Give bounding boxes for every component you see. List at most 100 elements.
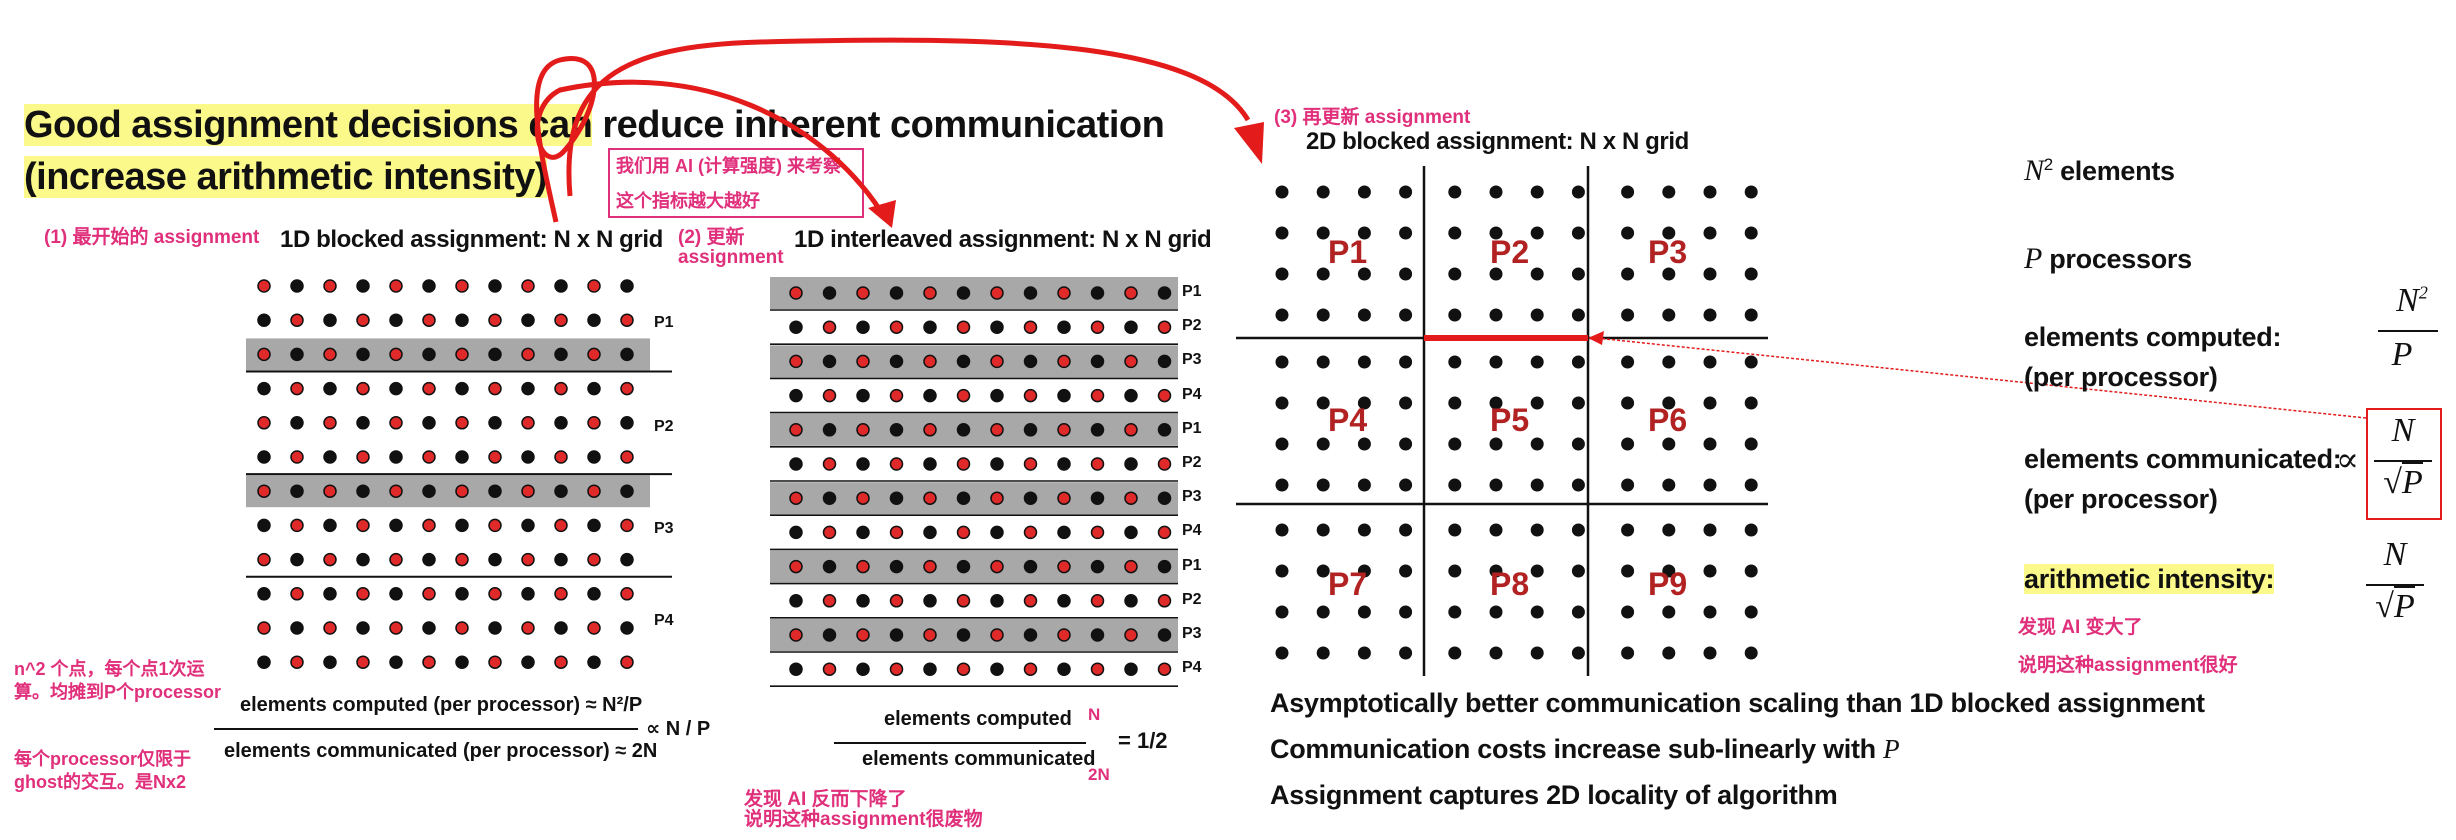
- grid-dot: [1489, 646, 1503, 660]
- grid-dot: [1662, 185, 1676, 199]
- grid-dot: [789, 423, 803, 437]
- grid-dot: [1530, 523, 1544, 537]
- grid-dot: [889, 457, 904, 471]
- grid-dot: [323, 279, 337, 293]
- grid-dot: [956, 354, 971, 369]
- grid-dot: [257, 381, 271, 396]
- grid-dot: [554, 552, 568, 567]
- grid-dot: [1399, 646, 1413, 660]
- grid-dot: [587, 587, 601, 601]
- grid-dot: [1530, 437, 1544, 451]
- grid-dot: [1399, 396, 1413, 410]
- grid-dot: [1744, 523, 1758, 537]
- grid-dot: [1399, 437, 1413, 451]
- grid-dot: [587, 621, 601, 635]
- grid-dot: [1090, 320, 1105, 334]
- grid-dot: [1316, 523, 1330, 537]
- prop-symbol: ∝: [2336, 442, 2360, 479]
- grid-dot: [257, 313, 271, 327]
- grid-dot: [1023, 286, 1038, 300]
- grid-dot: [323, 484, 337, 498]
- right-step-label: (3) 再更新 assignment: [1274, 107, 1471, 128]
- grid-dot: [990, 559, 1004, 574]
- grid-dot: [620, 313, 634, 327]
- frac1-bar: [2378, 330, 2438, 332]
- grid-dot: [290, 552, 304, 567]
- arrow-to-2d-blocked-head: [1234, 122, 1264, 164]
- grid-dot: [356, 587, 370, 601]
- grid-dot: [389, 484, 403, 498]
- grid-dot: [422, 381, 436, 396]
- grid-dot: [1124, 320, 1138, 334]
- grid-dot: [422, 655, 436, 669]
- left-ghost-stripe: [246, 475, 650, 508]
- grid-dot: [620, 450, 634, 464]
- grid-dot: [1023, 662, 1038, 676]
- grid-dot: [1090, 525, 1105, 540]
- grid-dot: [356, 518, 370, 533]
- grid-dot: [990, 320, 1004, 334]
- grid-dot: [889, 594, 904, 608]
- grid-dot: [1703, 564, 1717, 578]
- grid-dot: [1399, 267, 1413, 281]
- grid-dot: [1023, 320, 1038, 334]
- left-note-1: n^2 个点，每个点1次运 算。均摊到P个processor: [14, 659, 222, 702]
- middle-eq-num-small: N: [1088, 705, 1101, 724]
- grid-dot: [1023, 388, 1038, 403]
- grid-dot: [1489, 355, 1503, 369]
- bullet-1: Asymptotically better communication scal…: [1270, 688, 2205, 718]
- arrow-to-2d-blocked: [566, 37, 1251, 197]
- grid-dot: [1057, 491, 1071, 505]
- grid-dot: [587, 279, 601, 293]
- grid-dot: [1399, 564, 1413, 578]
- grid-dot: [257, 518, 271, 533]
- grid-dot: [488, 279, 502, 293]
- grid-dot: [956, 491, 971, 505]
- grid-dot: [1090, 628, 1105, 642]
- grid-dot: [889, 388, 904, 403]
- grid-dot: [1530, 308, 1544, 322]
- grid-dot: [1275, 308, 1289, 322]
- frac1-denominator: P: [2391, 336, 2413, 373]
- middle-note-2: 说明这种assignment很废物: [744, 809, 983, 830]
- grid-dot: [521, 416, 535, 430]
- grid-dot: [1275, 437, 1289, 451]
- grid-dot: [990, 388, 1004, 403]
- grid-dot: [1530, 355, 1544, 369]
- left-step-label: (1) 最开始的 assignment: [44, 227, 260, 248]
- grid-dot: [356, 347, 370, 362]
- grid-dot: [356, 416, 370, 430]
- grid-dot: [923, 525, 937, 540]
- grid-dot: [1316, 185, 1330, 199]
- left-eq-denominator: elements communicated (per processor) ≈ …: [224, 740, 658, 762]
- grid-dot: [422, 416, 436, 430]
- region-p3: P3: [1648, 234, 1688, 270]
- grid-dot: [956, 320, 971, 334]
- grid-dot: [290, 313, 304, 327]
- grid-dot: [1316, 437, 1330, 451]
- side-p-text: processors: [2042, 244, 2192, 274]
- grid-dot: [1744, 308, 1758, 322]
- grid-dot: [587, 552, 601, 567]
- grid-dot: [1124, 662, 1138, 676]
- grid-dot: [389, 279, 403, 293]
- grid-dot: [1489, 478, 1503, 492]
- grid-dot: [956, 559, 971, 574]
- grid-dot: [1744, 226, 1758, 240]
- grid-dot: [923, 491, 937, 505]
- grid-dot: [1621, 226, 1635, 240]
- grid-dot: [1023, 457, 1038, 471]
- middle-eq-den-small: 2N: [1088, 765, 1110, 784]
- grid-dot: [1275, 226, 1289, 240]
- grid-dot: [455, 552, 469, 567]
- grid-dot: [1703, 437, 1717, 451]
- grid-dot: [554, 655, 568, 669]
- middle-eq-numerator: elements computed: [884, 708, 1072, 730]
- left-eq-numerator: elements computed (per processor) ≈ N²/P: [240, 694, 643, 716]
- grid-dot: [1621, 437, 1635, 451]
- grid-dot: [1703, 396, 1717, 410]
- grid-dot: [1703, 646, 1717, 660]
- grid-dot: [1157, 354, 1172, 369]
- grid-dot: [1621, 267, 1635, 281]
- grid-dot: [1744, 355, 1758, 369]
